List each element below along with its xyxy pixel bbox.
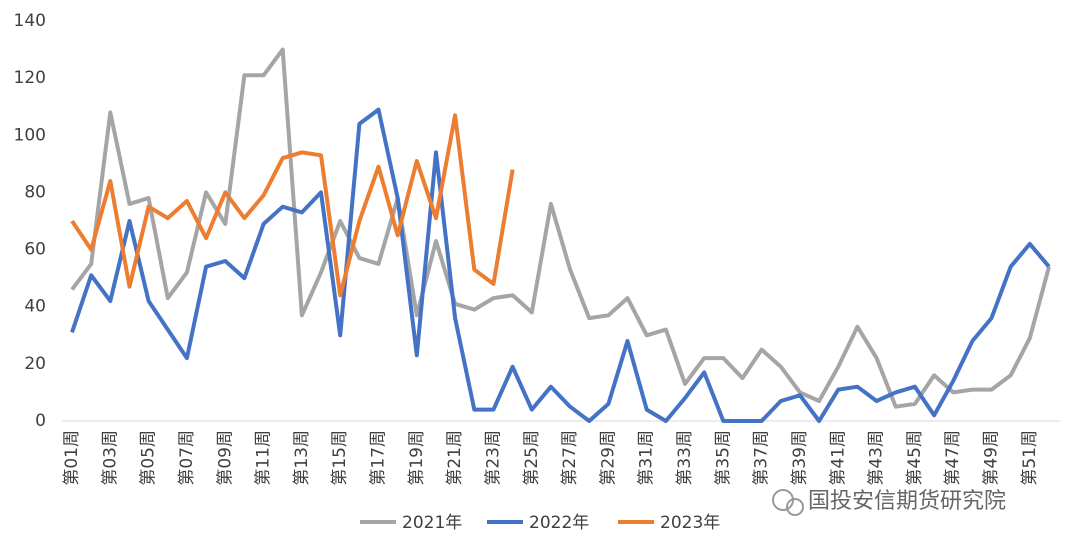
series-line (70, 113, 515, 298)
y-tick-label: 20 (24, 354, 46, 374)
x-tick-label: 第05周 (139, 430, 159, 486)
x-tick-label: 第51周 (1020, 430, 1040, 486)
y-tick-label: 0 (35, 411, 46, 431)
watermark-icon (772, 489, 804, 516)
y-tick-label: 100 (14, 125, 46, 145)
x-tick-label: 第45周 (905, 430, 925, 486)
legend-label: 2022年 (529, 513, 589, 533)
x-tick-label: 第37周 (752, 430, 772, 486)
x-tick-label: 第27周 (560, 430, 580, 486)
watermark: 国投安信期货研究院 (808, 489, 1006, 514)
x-tick-label: 第19周 (407, 430, 427, 486)
x-tick-label: 第09周 (215, 430, 235, 486)
y-tick-label: 60 (24, 240, 46, 260)
x-tick-label: 第23周 (483, 430, 503, 486)
x-tick-label: 第07周 (177, 430, 197, 486)
x-tick-label: 第31周 (637, 430, 657, 486)
x-tick-label: 第33周 (675, 430, 695, 486)
x-tick-label: 第01周 (62, 430, 82, 486)
x-tick-label: 第15周 (330, 430, 350, 486)
x-tick-label: 第47周 (943, 430, 963, 486)
x-tick-label: 第41周 (828, 430, 848, 486)
y-tick-label: 120 (14, 68, 46, 88)
legend-label: 2021年 (402, 513, 462, 533)
x-tick-label: 第29周 (598, 430, 618, 486)
x-tick-label: 第13周 (292, 430, 312, 486)
x-tick-label: 第35周 (713, 430, 733, 486)
x-tick-label: 第03周 (100, 430, 120, 486)
x-tick-label: 第25周 (522, 430, 542, 486)
x-tick-label: 第39周 (790, 430, 810, 486)
legend-label: 2023年 (660, 513, 720, 533)
y-tick-label: 140 (14, 11, 46, 31)
y-tick-label: 40 (24, 297, 46, 317)
series-line (70, 47, 1051, 409)
x-tick-label: 第17周 (369, 430, 389, 486)
x-tick-label: 第49周 (982, 430, 1002, 486)
y-tick-label: 80 (24, 182, 46, 202)
x-tick-label: 第11周 (254, 430, 274, 486)
series-line (70, 107, 1051, 423)
x-tick-label: 第43周 (867, 430, 887, 486)
x-tick-label: 第21周 (445, 430, 465, 486)
